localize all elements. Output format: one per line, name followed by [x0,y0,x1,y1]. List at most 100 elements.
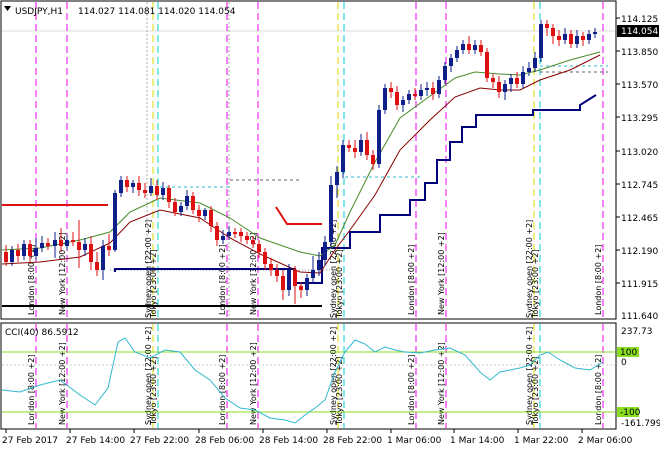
candle-body [185,196,189,206]
session-label: New York [12:00 +2] [437,342,446,425]
session-label: Sydney open [22:00 +2] [144,327,153,425]
candle-body [77,242,81,250]
candle-body [347,145,351,148]
grid-lines [2,2,615,366]
session-label: Tokyo [23:00 +2] [531,356,540,426]
candle-body [83,244,87,250]
time-label: 2 Mar 06:00 [578,436,633,446]
price-label: 111.915 [621,280,658,290]
candle-body [209,210,213,226]
candle-body [269,264,273,270]
candle-body [239,232,243,236]
session-label: London [8:00 +2] [594,355,603,425]
candle-body [545,24,549,28]
candle-body [593,32,597,34]
session-label: New York [12:00 +2] [58,232,67,315]
time-label: 27 Feb 22:00 [130,436,189,446]
session-label: London [8:00 +2] [218,355,227,425]
candle-body [215,226,219,240]
candle-body [461,44,465,50]
candle-body [491,78,495,82]
candle-body [16,250,20,256]
candle-body [317,260,321,270]
candle-body [263,252,267,264]
candle-body [563,34,567,40]
candle-body [353,148,357,152]
candle-body [28,244,32,256]
candle-body [173,202,177,212]
candle-body [101,246,105,270]
candle-body [40,243,44,248]
candle-body [515,78,519,84]
candle-body [581,36,585,40]
candle-body [539,24,543,58]
session-label: London [8:00 +2] [27,245,36,315]
time-label: 27 Feb 14:00 [66,436,125,446]
session-label: London [8:00 +2] [407,355,416,425]
candle-body [167,188,171,202]
candle-body [149,186,153,193]
candle-body [557,36,561,40]
cci-level-tag [617,407,639,417]
candle-body [71,240,75,242]
candle-body [527,68,531,72]
price-label: 113.020 [621,148,658,158]
candle-body [179,206,183,212]
candle-body [359,140,363,152]
price-label: 113.295 [621,114,658,124]
candle-body [305,278,309,290]
session-label: New York [12:00 +2] [249,342,258,425]
candle-body [233,232,237,234]
candle-body [34,248,38,256]
session-label: Tokyo [23:00 +2] [335,249,344,319]
price-panel[interactable] [0,0,617,320]
cci-line [1,337,615,424]
candle-body [65,240,69,246]
candle-body [467,44,471,50]
candle-body [371,155,375,164]
price-label: 113.570 [621,81,658,91]
cci-title: CCI(40) 86.5912 [5,328,79,338]
candle-body [329,185,333,242]
cci-line-path [1,337,604,424]
session-label: Sydney open [22:00 +2] [329,220,338,318]
candle-body [335,172,339,185]
candle-body [365,140,369,155]
cci-label: -100 [620,408,641,418]
candle-body [10,250,14,262]
session-label: Sydney open [22:00 +2] [525,220,534,318]
candle-body [497,82,501,92]
candle-body [251,240,255,244]
candle-body [107,246,111,250]
candle-body [119,180,123,193]
session-label: New York [12:00 +2] [437,232,446,315]
candle-body [431,88,435,94]
candle-body [287,270,291,290]
cci-label: -161.7994 [621,419,660,429]
time-label: 27 Feb 2017 [2,436,58,446]
candle-body [407,94,411,100]
candle-body [137,183,141,190]
candlesticks [4,20,597,304]
candle-body [22,244,26,256]
candle-body [143,190,147,193]
candle-body [437,80,441,94]
price-label: 112.745 [621,181,658,191]
cci-label: 0 [621,358,627,368]
candle-body [587,34,591,40]
dropdown-arrow-icon[interactable] [4,6,11,11]
cci-level-tag [617,347,639,357]
time-label: 1 Mar 14:00 [450,436,505,446]
session-label: New York [12:00 +2] [58,342,67,425]
candle-body [299,286,303,290]
candle-body [161,188,165,195]
current-price-tag [617,25,659,37]
candle-body [191,196,195,210]
cci-panel[interactable] [0,322,617,430]
time-label: 28 Feb 22:00 [323,436,382,446]
price-label: 112.190 [621,247,658,257]
candle-body [281,276,285,290]
session-label: London [8:00 +2] [407,245,416,315]
